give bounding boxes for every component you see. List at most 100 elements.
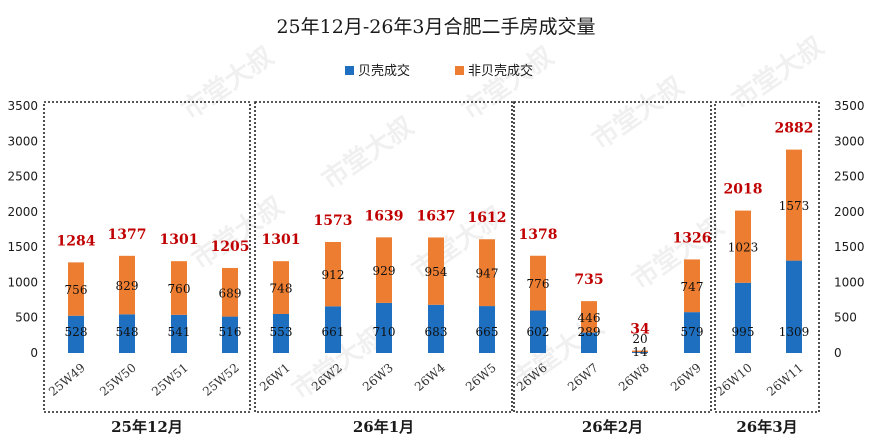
bar-non-beike: [325, 241, 341, 307]
y-tick-label: 2500: [7, 170, 38, 184]
total-label: 1301: [262, 232, 301, 248]
group-label: 25年12月: [111, 418, 183, 436]
legend-label: 贝壳成交: [358, 63, 410, 79]
total-label: 1326: [673, 230, 712, 246]
bar-beike: [684, 312, 700, 353]
value-label-beike: 548: [116, 325, 139, 339]
x-tick-label: 25W50: [97, 361, 139, 399]
bar-non-beike: [479, 239, 495, 307]
value-label-beike: 516: [219, 325, 242, 339]
group-label: 26年1月: [353, 418, 414, 436]
value-label-non-beike: 20: [632, 332, 647, 346]
watermark-text: 市堂大叔: [456, 40, 560, 126]
y-tick-label-right: 2000: [834, 205, 865, 219]
bar-non-beike: [222, 267, 238, 317]
total-label: 735: [574, 272, 603, 288]
value-label-beike: 289: [578, 325, 601, 339]
y-tick-label-right: 500: [834, 311, 857, 325]
value-label-non-beike: 689: [219, 286, 242, 300]
total-label: 1284: [57, 233, 96, 249]
bar-non-beike: [530, 255, 546, 311]
value-label-beike: 602: [527, 325, 550, 339]
x-tick-label: 25W52: [200, 361, 242, 399]
value-label-beike: 579: [681, 325, 704, 339]
y-tick-label-right: 3000: [834, 134, 865, 148]
bar-beike: [222, 316, 238, 353]
bar-non-beike: [632, 350, 648, 353]
x-tick-label: 26W9: [668, 361, 704, 394]
group-box: [513, 101, 712, 413]
group-box: [43, 101, 251, 413]
y-tick-label: 3000: [7, 134, 38, 148]
total-label: 1301: [160, 232, 199, 248]
bar-beike: [581, 332, 597, 353]
bar-beike: [273, 313, 289, 353]
total-label: 1639: [365, 208, 404, 224]
value-label-non-beike: 776: [527, 277, 550, 291]
x-tick-label: 25W49: [46, 361, 88, 399]
total-label: 1377: [108, 227, 147, 243]
group-label: 26年3月: [736, 418, 797, 436]
total-label: 1573: [314, 213, 353, 229]
bar-non-beike: [684, 259, 700, 313]
x-tick-label: 26W3: [360, 361, 396, 394]
value-label-beike: 541: [168, 325, 191, 339]
bar-beike: [171, 314, 187, 353]
y-tick-label-right: 1500: [834, 240, 865, 254]
bar-beike: [119, 314, 135, 353]
value-label-non-beike: 929: [373, 264, 396, 278]
x-tick-label: 26W7: [565, 361, 601, 394]
y-tick-label-right: 1000: [834, 275, 865, 289]
total-label: 1637: [417, 208, 456, 224]
value-label-non-beike: 829: [116, 279, 139, 293]
total-label: 2882: [775, 121, 814, 137]
y-tick-label: 3500: [7, 99, 38, 113]
bar-beike: [632, 352, 648, 353]
x-tick-label: 25W51: [149, 361, 191, 399]
bar-beike: [376, 302, 392, 353]
value-label-beike: 665: [476, 325, 499, 339]
legend: 贝壳成交 非贝壳成交: [345, 63, 533, 79]
value-label-non-beike: 756: [65, 283, 88, 297]
y-tick-label: 0: [30, 346, 38, 360]
bar-non-beike: [68, 262, 84, 316]
chart-title: 25年12月-26年3月合肥二手房成交量: [276, 16, 595, 38]
x-axis: 25W49 25W50 25W51 25W52 26W1 26W2 26W3 26W4 26W5…: [46, 360, 806, 399]
watermark-text: 市堂大叔: [726, 30, 830, 116]
value-label-beike: 661: [322, 325, 345, 339]
total-label: 34: [630, 322, 650, 338]
bar-beike: [530, 310, 546, 353]
bar-beike: [68, 315, 84, 353]
value-label-non-beike: 446: [578, 311, 601, 325]
month-groups: 25年12月 26年1月 26年2月 26年3月: [43, 101, 820, 436]
bar-non-beike: [376, 237, 392, 303]
value-label-non-beike: 1023: [728, 241, 759, 255]
value-label-beike: 710: [373, 325, 396, 339]
bar-non-beike: [428, 237, 444, 305]
x-tick-label: 26W5: [463, 361, 499, 394]
y-axis-right: 0 500 1000 1500 2000 2500 3000 3500: [834, 99, 865, 360]
value-label-non-beike: 954: [425, 265, 448, 279]
bar-beike: [325, 306, 341, 353]
value-labels: 528 756 1284 548 829 1377 541 760 1301 516 689 1205…: [57, 121, 814, 359]
bar-non-beike: [581, 301, 597, 333]
y-tick-label-right: 3500: [834, 99, 865, 113]
value-label-beike: 683: [425, 325, 448, 339]
total-label: 2018: [724, 182, 763, 198]
legend-swatch: [345, 66, 354, 75]
value-label-non-beike: 1573: [779, 199, 810, 213]
watermark-text: 市堂大叔: [316, 110, 420, 196]
total-label: 1378: [519, 227, 558, 243]
value-label-beike: 553: [270, 325, 293, 339]
bar-non-beike: [735, 210, 751, 283]
total-label: 1612: [468, 210, 507, 226]
watermark-text: 市堂大叔: [176, 40, 280, 126]
watermark-text: 市堂大叔: [586, 70, 690, 156]
y-tick-label-right: 0: [834, 346, 842, 360]
bar-beike: [428, 304, 444, 353]
bar-non-beike: [119, 255, 135, 315]
value-label-non-beike: 912: [322, 268, 345, 282]
x-tick-label: 26W4: [412, 360, 448, 394]
x-tick-label: 26W10: [713, 361, 755, 399]
total-label: 1205: [211, 239, 250, 255]
